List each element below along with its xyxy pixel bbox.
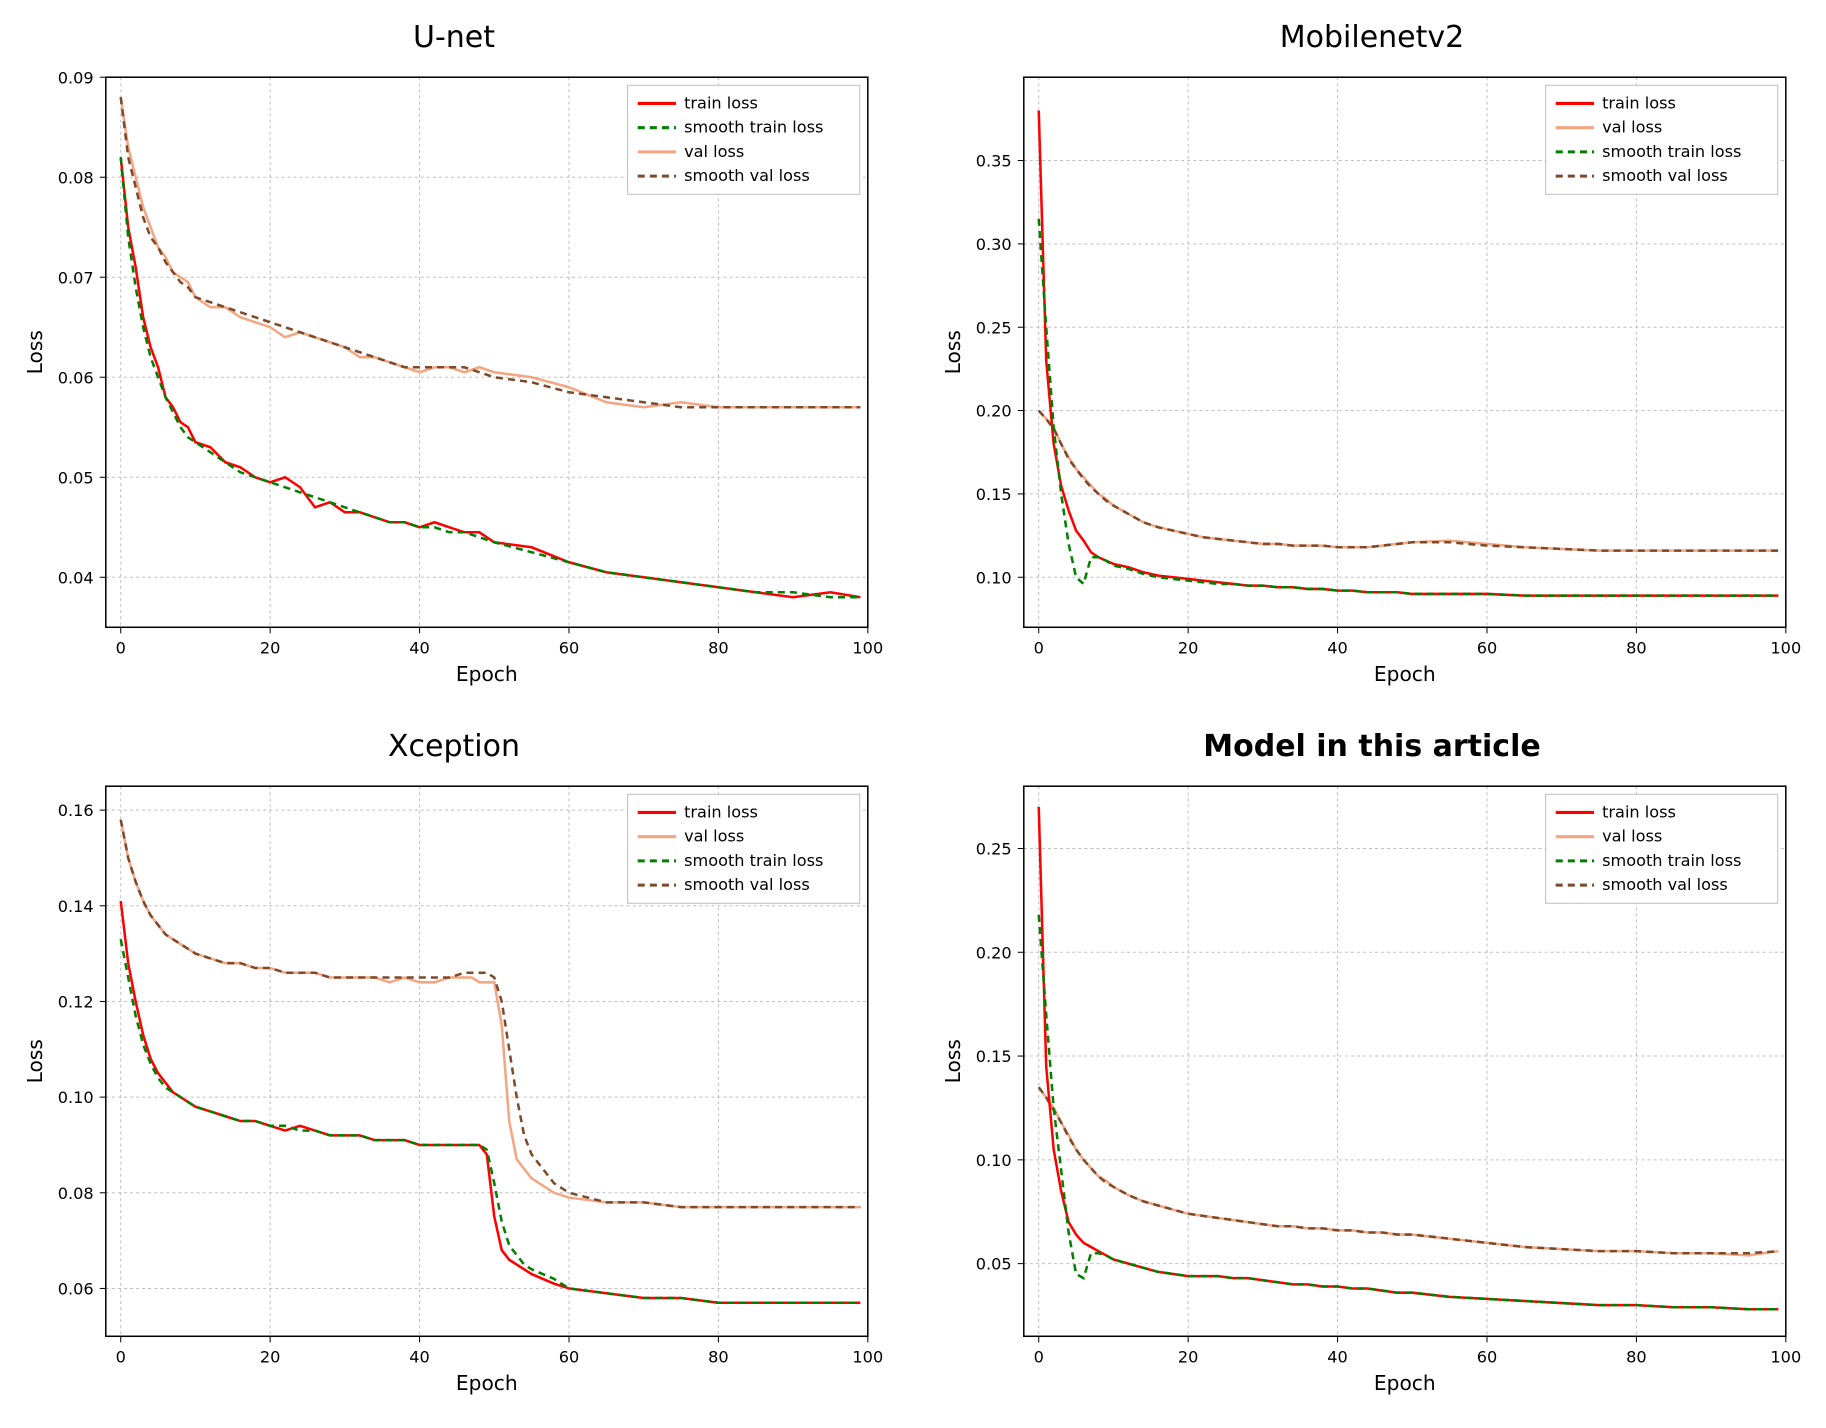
panel-ours: Model in this article 0 20 40 60 80 100 0.05 0.… — [938, 729, 1806, 1408]
svg-text:val loss: val loss — [684, 827, 744, 846]
svg-text:80: 80 — [1626, 1348, 1647, 1367]
svg-text:Loss: Loss — [941, 1039, 965, 1083]
svg-text:0.16: 0.16 — [58, 801, 94, 820]
svg-text:0.08: 0.08 — [58, 168, 94, 187]
panel-xception: Xception 0 20 40 60 80 100 0.06 0.08 0.10 0.12 0.1… — [20, 729, 888, 1408]
svg-text:0.20: 0.20 — [976, 943, 1012, 962]
svg-text:40: 40 — [1327, 1348, 1348, 1367]
svg-text:80: 80 — [708, 1348, 729, 1367]
svg-text:0.07: 0.07 — [58, 268, 94, 287]
svg-text:smooth train loss: smooth train loss — [684, 851, 823, 870]
svg-text:train loss: train loss — [1602, 93, 1676, 112]
svg-text:Loss: Loss — [23, 330, 47, 374]
svg-text:80: 80 — [708, 639, 729, 658]
svg-text:0.35: 0.35 — [976, 152, 1012, 171]
svg-text:smooth train loss: smooth train loss — [1602, 142, 1741, 161]
svg-text:0.09: 0.09 — [58, 68, 94, 87]
svg-text:20: 20 — [1178, 1348, 1199, 1367]
svg-text:smooth val loss: smooth val loss — [1602, 875, 1728, 894]
svg-text:smooth val loss: smooth val loss — [1602, 166, 1728, 185]
svg-text:0.06: 0.06 — [58, 1280, 94, 1299]
svg-text:smooth val loss: smooth val loss — [684, 875, 810, 894]
svg-text:0: 0 — [116, 639, 126, 658]
svg-text:20: 20 — [260, 1348, 281, 1367]
svg-text:0.10: 0.10 — [976, 568, 1012, 587]
chart-grid: U-net 0 20 40 60 80 100 0.04 0.05 0.06 0.07 0.08 0.… — [20, 20, 1806, 1408]
svg-text:0: 0 — [1034, 1348, 1044, 1367]
svg-text:0.05: 0.05 — [58, 468, 94, 487]
svg-text:0.06: 0.06 — [58, 368, 94, 387]
svg-text:0.12: 0.12 — [58, 993, 94, 1012]
svg-text:0.08: 0.08 — [58, 1184, 94, 1203]
svg-text:train loss: train loss — [684, 802, 758, 821]
svg-text:60: 60 — [559, 639, 580, 658]
svg-text:0.15: 0.15 — [976, 485, 1012, 504]
chart: 0 20 40 60 80 100 0.06 0.08 0.10 0.12 0.14 0.16 Epoc… — [20, 770, 888, 1408]
chart: 0 20 40 60 80 100 0.04 0.05 0.06 0.07 0.08 0.09 Epoc… — [20, 61, 888, 699]
svg-text:0.30: 0.30 — [976, 235, 1012, 254]
svg-text:val loss: val loss — [1602, 118, 1662, 137]
panel-title: Model in this article — [1203, 729, 1540, 764]
svg-text:0.05: 0.05 — [976, 1255, 1012, 1274]
svg-text:Epoch: Epoch — [456, 662, 518, 686]
svg-text:100: 100 — [1770, 639, 1801, 658]
svg-text:0.25: 0.25 — [976, 318, 1012, 337]
svg-text:train loss: train loss — [684, 93, 758, 112]
svg-text:0.10: 0.10 — [976, 1151, 1012, 1170]
svg-text:Loss: Loss — [23, 1039, 47, 1083]
svg-text:100: 100 — [852, 1348, 883, 1367]
svg-text:80: 80 — [1626, 639, 1647, 658]
svg-text:60: 60 — [559, 1348, 580, 1367]
svg-text:0.25: 0.25 — [976, 840, 1012, 859]
svg-text:Epoch: Epoch — [1374, 1371, 1436, 1395]
panel-title: U-net — [413, 20, 495, 55]
svg-text:0.20: 0.20 — [976, 402, 1012, 421]
svg-text:Epoch: Epoch — [1374, 662, 1436, 686]
chart: 0 20 40 60 80 100 0.10 0.15 0.20 0.25 0.30 0.35 Epoc… — [938, 61, 1806, 699]
svg-text:smooth train loss: smooth train loss — [1602, 851, 1741, 870]
svg-text:0: 0 — [116, 1348, 126, 1367]
panel-title: Mobilenetv2 — [1280, 20, 1464, 55]
svg-text:smooth val loss: smooth val loss — [684, 166, 810, 185]
svg-text:100: 100 — [852, 639, 883, 658]
svg-text:40: 40 — [409, 639, 430, 658]
svg-text:100: 100 — [1770, 1348, 1801, 1367]
svg-text:train loss: train loss — [1602, 802, 1676, 821]
svg-text:Loss: Loss — [941, 330, 965, 374]
panel-title: Xception — [388, 729, 520, 764]
svg-text:20: 20 — [260, 639, 281, 658]
panel-mobilenet: Mobilenetv2 0 20 40 60 80 100 0.10 0.15 0.20 0.25… — [938, 20, 1806, 699]
svg-text:0: 0 — [1034, 639, 1044, 658]
svg-text:40: 40 — [409, 1348, 430, 1367]
svg-text:20: 20 — [1178, 639, 1199, 658]
svg-text:60: 60 — [1477, 639, 1498, 658]
svg-text:val loss: val loss — [684, 142, 744, 161]
svg-text:Epoch: Epoch — [456, 1371, 518, 1395]
svg-text:40: 40 — [1327, 639, 1348, 658]
svg-text:0.14: 0.14 — [58, 897, 94, 916]
svg-text:val loss: val loss — [1602, 827, 1662, 846]
svg-text:0.15: 0.15 — [976, 1047, 1012, 1066]
svg-text:60: 60 — [1477, 1348, 1498, 1367]
svg-text:0.04: 0.04 — [58, 568, 94, 587]
svg-text:0.10: 0.10 — [58, 1088, 94, 1107]
svg-text:smooth train loss: smooth train loss — [684, 118, 823, 137]
chart: 0 20 40 60 80 100 0.05 0.10 0.15 0.20 0.25 Epoch Los… — [938, 770, 1806, 1408]
panel-unet: U-net 0 20 40 60 80 100 0.04 0.05 0.06 0.07 0.08 0.… — [20, 20, 888, 699]
